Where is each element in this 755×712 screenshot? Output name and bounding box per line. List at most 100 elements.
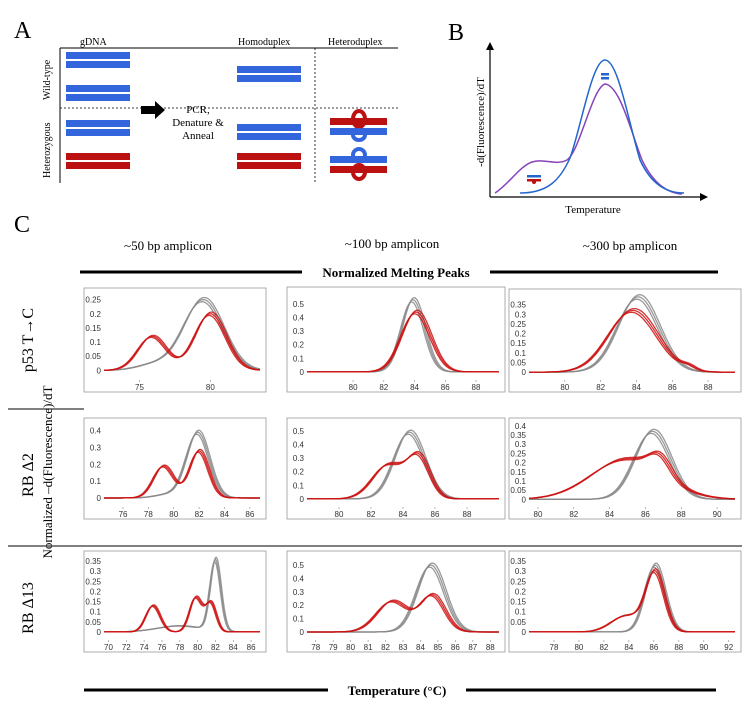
x-tick-label: 84 <box>632 383 641 392</box>
homoduplex-het-wildtype <box>237 124 301 140</box>
x-tick-label: 74 <box>140 643 149 652</box>
y-tick-label: 0.1 <box>515 608 527 617</box>
x-tick-label: 79 <box>329 643 338 652</box>
y-tick-label: 0.15 <box>510 468 526 477</box>
x-tick-label: 83 <box>399 643 408 652</box>
x-tick-label: 78 <box>144 510 153 519</box>
melt-chart-2: 0 0.1 0.2 0.3 0.4 0.5 80 82 84 86 88 <box>286 286 506 393</box>
plot-frame <box>508 417 742 520</box>
y-tick-label: 0.15 <box>510 339 526 348</box>
x-tick-label: 84 <box>399 510 408 519</box>
x-tick-label: 88 <box>674 643 683 652</box>
plot-frame <box>508 288 742 393</box>
x-tick-label: 84 <box>624 643 633 652</box>
y-tick-label: 0 <box>300 628 305 637</box>
panel-a-letter: A <box>14 18 32 44</box>
x-tick-label: 76 <box>157 643 166 652</box>
x-tick-label: 80 <box>574 643 583 652</box>
y-tick-label: 0.25 <box>510 449 526 458</box>
panel-c: C ~50 bp amplicon ~100 bp amplicon ~300 … <box>8 212 742 698</box>
y-tick-label: 0.2 <box>90 310 102 319</box>
b-wildtype-duplex-icon <box>601 73 609 80</box>
y-tick-label: 0.15 <box>85 598 101 607</box>
y-tick-label: 0.25 <box>510 320 526 329</box>
y-tick-label: 0.4 <box>90 427 102 436</box>
y-tick-label: 0.15 <box>510 598 526 607</box>
y-tick-label: 0.3 <box>515 567 527 576</box>
x-tick-label: 84 <box>410 383 419 392</box>
y-tick-label: 0.35 <box>85 557 101 566</box>
plot-frame <box>508 550 742 653</box>
y-tick-label: 0.3 <box>293 454 305 463</box>
gdna-wildtype-duplex-1 <box>66 52 130 68</box>
step-text-line-3: Anneal <box>182 130 214 142</box>
b-curve-heterozygous <box>494 83 683 195</box>
x-tick-label: 88 <box>677 510 686 519</box>
y-tick-label: 0.2 <box>293 341 305 350</box>
y-tick-label: 0.1 <box>515 477 527 486</box>
x-tick-label: 80 <box>346 643 355 652</box>
y-tick-label: 0.5 <box>293 561 305 570</box>
panel-b: B -d(Fluorescence)/dT Temperature <box>448 20 708 216</box>
heteroduplex-1 <box>330 109 387 142</box>
heterozygous-series-line <box>528 450 736 500</box>
x-tick-label: 80 <box>349 383 358 392</box>
x-tick-label: 82 <box>599 643 608 652</box>
column-title-100bp: ~100 bp amplicon <box>345 236 440 251</box>
col-homoduplex-label: Homoduplex <box>238 37 290 48</box>
x-tick-label: 84 <box>605 510 614 519</box>
y-tick-label: 0.2 <box>515 330 527 339</box>
y-tick-label: 0.3 <box>90 444 102 453</box>
x-tick-label: 82 <box>211 643 220 652</box>
y-tick-label: 0.2 <box>90 587 102 596</box>
y-tick-label: 0.05 <box>510 359 526 368</box>
y-tick-label: 0 <box>97 628 102 637</box>
x-tick-label: 82 <box>379 383 388 392</box>
x-tick-label: 84 <box>220 510 229 519</box>
b-y-arrow-icon <box>486 42 494 50</box>
x-tick-label: 90 <box>713 510 722 519</box>
heterozygous-series-line <box>104 448 260 499</box>
y-tick-label: 0.1 <box>293 354 305 363</box>
y-tick-label: 0 <box>522 495 527 504</box>
x-tick-label: 80 <box>534 510 543 519</box>
y-tick-label: 0.25 <box>85 577 101 586</box>
x-tick-label: 84 <box>416 643 425 652</box>
heterozygous-series-line <box>307 592 499 633</box>
x-tick-label: 87 <box>468 643 477 652</box>
gdna-wildtype-duplex-2 <box>66 85 130 101</box>
panel-c-letter: C <box>14 212 30 238</box>
y-tick-label: 0.5 <box>293 427 305 436</box>
melt-chart-8: 0 0.1 0.2 0.3 0.4 0.5 78 79 80 81 82 83 84 85 86 87 88 <box>286 550 506 653</box>
y-tick-label: 0.3 <box>293 588 305 597</box>
x-tick-label: 82 <box>596 383 605 392</box>
b-x-arrow-icon <box>700 193 708 201</box>
y-tick-label: 0.05 <box>85 352 101 361</box>
y-tick-label: 0 <box>97 366 102 375</box>
y-tick-label: 0 <box>300 368 305 377</box>
x-tick-label: 75 <box>135 383 144 392</box>
y-tick-label: 0.4 <box>293 313 305 322</box>
x-tick-label: 86 <box>441 383 450 392</box>
melt-chart-4: 0 0.1 0.2 0.3 0.4 76 78 80 82 84 86 <box>83 417 267 520</box>
melt-chart-9: 00.050.10.15 0.20.250.30.35 78 80 82 84 86 88 90… <box>508 550 742 653</box>
y-tick-label: 0.4 <box>515 422 527 431</box>
heterozygous-series-line <box>307 450 499 500</box>
homoduplex-het-mutant <box>237 153 301 169</box>
y-tick-label: 0.35 <box>510 431 526 440</box>
banner-top-label: Normalized Melting Peaks <box>322 265 469 280</box>
x-tick-label: 86 <box>649 643 658 652</box>
y-tick-label: 0.4 <box>293 574 305 583</box>
x-tick-label: 82 <box>195 510 204 519</box>
y-tick-label: 0.2 <box>293 601 305 610</box>
heteroduplex-2 <box>330 147 387 181</box>
column-title-50bp: ~50 bp amplicon <box>124 238 212 253</box>
y-tick-label: 0.3 <box>293 327 305 336</box>
x-tick-label: 72 <box>122 643 131 652</box>
gdna-het-wildtype-duplex <box>66 120 130 136</box>
y-tick-label: 0.1 <box>515 349 527 358</box>
x-tick-label: 88 <box>463 510 472 519</box>
plot-frame <box>286 417 506 520</box>
b-mutant-duplex-icon <box>527 175 541 184</box>
